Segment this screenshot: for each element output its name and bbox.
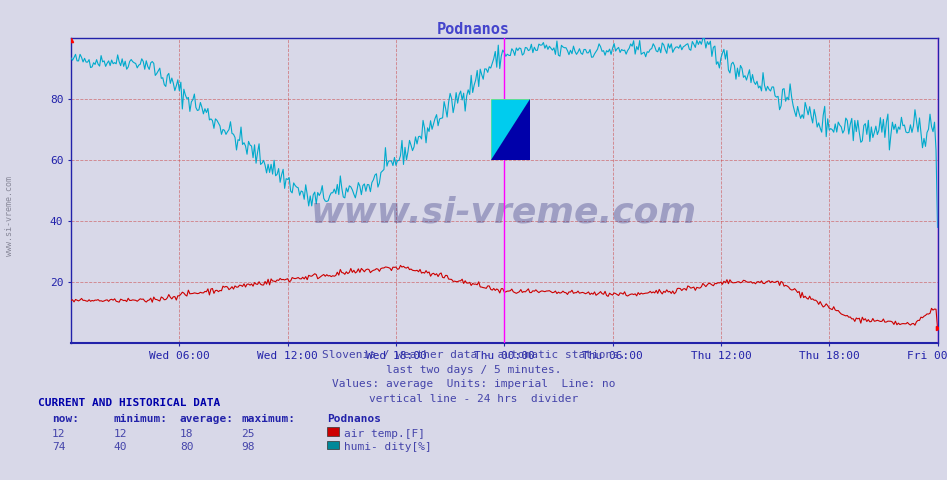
Text: 12: 12 — [114, 429, 127, 439]
Bar — [491, 99, 530, 160]
Text: 25: 25 — [241, 429, 255, 439]
Text: 98: 98 — [241, 442, 255, 452]
Text: Podnanos: Podnanos — [327, 414, 381, 424]
Text: minimum:: minimum: — [114, 414, 168, 424]
Text: CURRENT AND HISTORICAL DATA: CURRENT AND HISTORICAL DATA — [38, 397, 220, 408]
Text: maximum:: maximum: — [241, 414, 295, 424]
Text: 80: 80 — [180, 442, 193, 452]
Text: air temp.[F]: air temp.[F] — [344, 429, 425, 439]
Text: 40: 40 — [114, 442, 127, 452]
Text: Values: average  Units: imperial  Line: no: Values: average Units: imperial Line: no — [331, 379, 616, 389]
Text: now:: now: — [52, 414, 80, 424]
Text: 12: 12 — [52, 429, 65, 439]
Text: www.si-vreme.com: www.si-vreme.com — [312, 195, 697, 229]
Text: Slovenia / weather data - automatic stations.: Slovenia / weather data - automatic stat… — [322, 350, 625, 360]
Text: 18: 18 — [180, 429, 193, 439]
Text: Podnanos: Podnanos — [437, 22, 510, 36]
Text: www.si-vreme.com: www.si-vreme.com — [5, 176, 14, 256]
Text: 74: 74 — [52, 442, 65, 452]
Text: humi- dity[%]: humi- dity[%] — [344, 442, 432, 452]
Text: vertical line - 24 hrs  divider: vertical line - 24 hrs divider — [369, 394, 578, 404]
Text: average:: average: — [180, 414, 234, 424]
Polygon shape — [491, 99, 530, 160]
Polygon shape — [491, 99, 530, 160]
Text: last two days / 5 minutes.: last two days / 5 minutes. — [385, 365, 562, 375]
